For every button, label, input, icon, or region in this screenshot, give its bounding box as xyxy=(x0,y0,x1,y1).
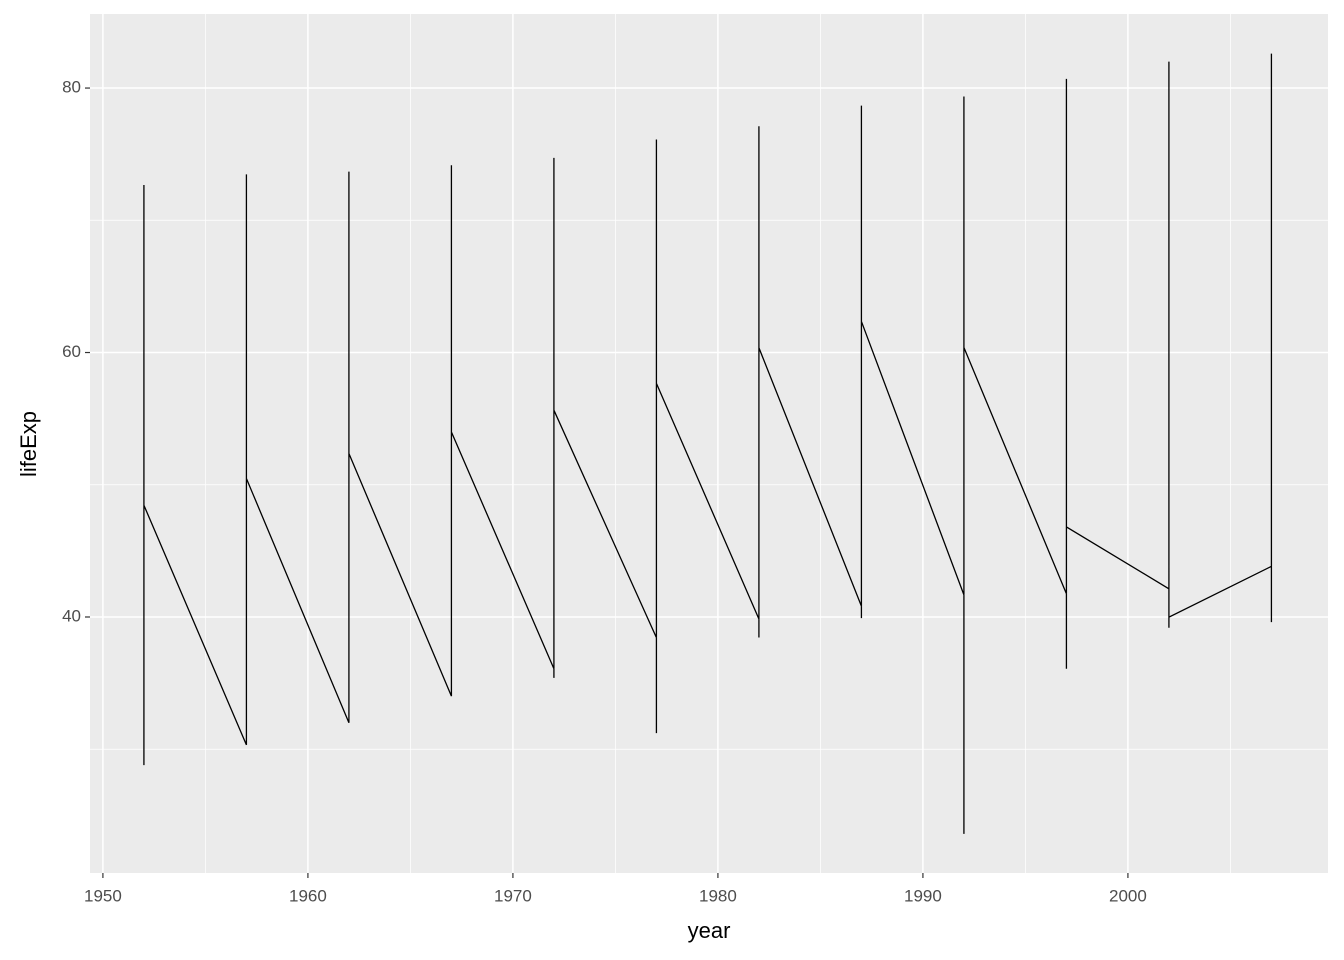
x-tick-label: 1970 xyxy=(494,886,532,905)
x-tick-label: 1950 xyxy=(84,886,122,905)
x-tick-label: 1980 xyxy=(699,886,737,905)
panel xyxy=(90,14,1328,873)
x-axis-title: year xyxy=(688,918,731,943)
y-tick-label: 40 xyxy=(62,606,81,625)
y-tick-label: 60 xyxy=(62,342,81,361)
y-tick-label: 80 xyxy=(62,78,81,97)
x-tick-label: 1960 xyxy=(289,886,327,905)
y-axis-title: lifeExp xyxy=(16,411,41,477)
data-line xyxy=(143,53,1273,834)
x-tick-label: 2000 xyxy=(1109,886,1147,905)
x-tick-label: 1990 xyxy=(904,886,942,905)
